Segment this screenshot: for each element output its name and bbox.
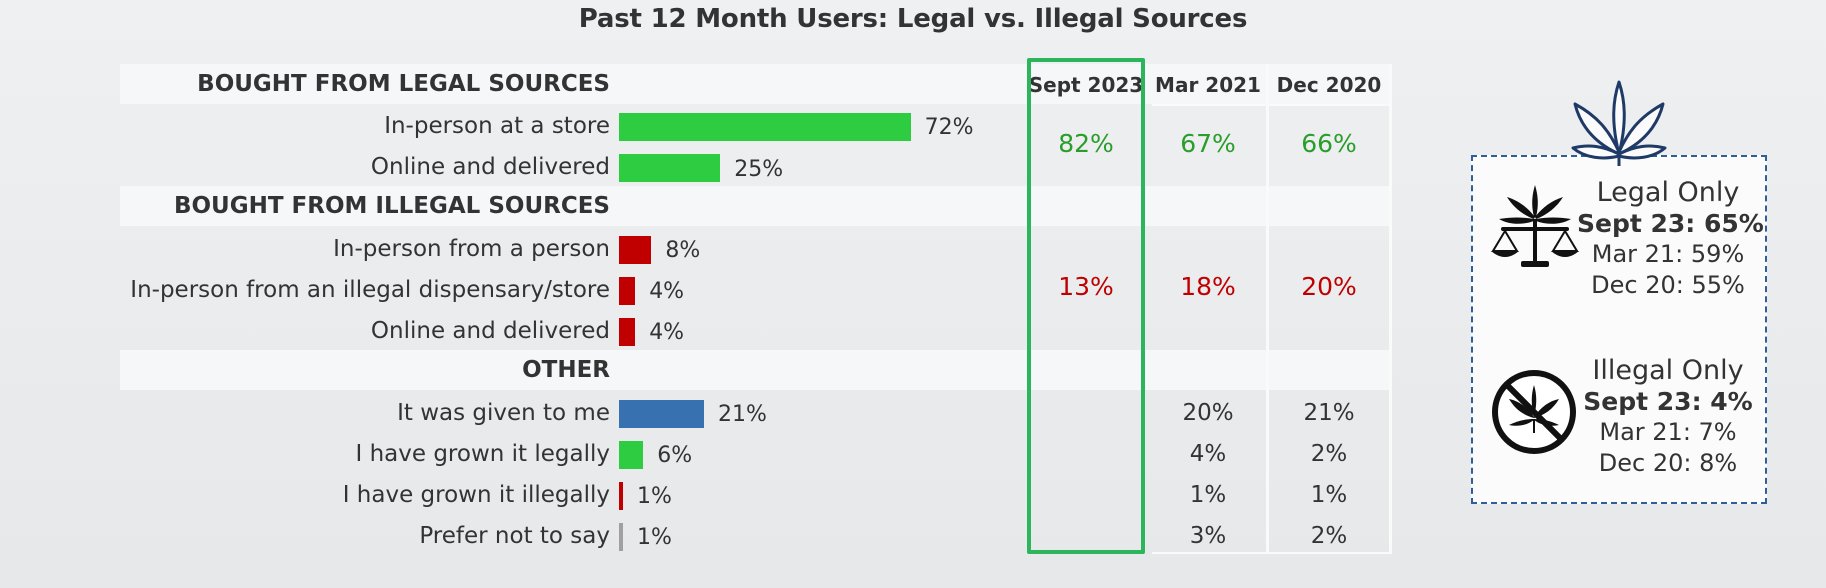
chart-title: Past 12 Month Users: Legal vs. Illegal S… <box>578 4 1248 34</box>
bar-value-label: 6% <box>657 443 693 468</box>
bar-value-label: 21% <box>718 402 767 427</box>
row-label: It was given to me <box>397 400 610 426</box>
row-label: In-person at a store <box>384 113 610 139</box>
bar-prefer-not-to-say <box>619 523 624 551</box>
column-divider <box>1266 64 1269 554</box>
bar-online-delivered-legal <box>619 154 721 182</box>
bar-value-label: 4% <box>649 320 685 345</box>
row-label: In-person from a person <box>333 236 610 262</box>
column-divider <box>1389 64 1392 554</box>
column-header-mar-2021: Mar 2021 <box>1155 73 1261 97</box>
trend-cell: 20% <box>1182 400 1234 426</box>
header-band-legal <box>120 64 1391 104</box>
trend-cell: 1% <box>1310 482 1348 508</box>
row-label: In-person from an illegal dispensary/sto… <box>130 277 610 303</box>
bar-given-to-me <box>619 400 705 428</box>
column-header-dec-2020: Dec 2020 <box>1276 73 1382 97</box>
legal-total-dec-2020: 66% <box>1301 129 1357 158</box>
trend-cell: 4% <box>1189 441 1227 467</box>
bar-in-person-store <box>619 113 911 141</box>
no-cannabis-icon <box>1492 370 1576 454</box>
bar-grown-illegally <box>619 482 624 510</box>
illegal-total-dec-2020: 20% <box>1301 272 1357 301</box>
row-divider <box>1152 552 1391 554</box>
bar-online-delivered-illegal <box>619 318 636 346</box>
cannabis-leaf-icon <box>1571 80 1667 166</box>
row-label: I have grown it illegally <box>342 482 610 508</box>
row-label: Prefer not to say <box>419 523 610 549</box>
bar-value-label: 8% <box>665 238 701 263</box>
row-divider <box>1152 104 1391 106</box>
illegal-only-title: Illegal Only <box>1592 355 1744 386</box>
current-column-highlight <box>1027 58 1145 554</box>
section-header-legal: BOUGHT FROM LEGAL SOURCES <box>197 71 610 97</box>
row-label: I have grown it legally <box>355 441 610 467</box>
header-band-illegal <box>120 186 1391 226</box>
trend-cell: 2% <box>1310 523 1348 549</box>
trend-cell: 1% <box>1189 482 1227 508</box>
illegal-total-mar-2021: 18% <box>1180 272 1236 301</box>
legal-only-dec-20: Dec 20: 55% <box>1591 271 1745 299</box>
bar-in-person-person <box>619 236 652 264</box>
legal-only-title: Legal Only <box>1596 177 1740 208</box>
trend-cell: 21% <box>1303 400 1355 426</box>
bar-value-label: 25% <box>734 157 784 182</box>
legal-total-mar-2021: 67% <box>1180 129 1236 158</box>
illegal-only-dec-20: Dec 20: 8% <box>1598 449 1738 477</box>
bar-grown-legally <box>619 441 644 469</box>
legal-only-mar-21: Mar 21: 59% <box>1591 240 1745 268</box>
section-header-other: OTHER <box>522 357 610 383</box>
row-label: Online and delivered <box>370 318 610 344</box>
bar-value-label: 1% <box>637 484 672 509</box>
summary-legend-box: Legal Only Sept 23: 65% Mar 21: 59% Dec … <box>1471 155 1767 504</box>
bar-value-label: 72% <box>924 115 974 140</box>
illegal-only-mar-21: Mar 21: 7% <box>1599 418 1737 446</box>
column-header-sept-2023: Sept 2023 <box>1028 73 1144 97</box>
scales-leaf-icon <box>1491 185 1579 267</box>
bar-value-label: 1% <box>637 525 672 550</box>
illegal-total-sept-2023: 13% <box>1058 272 1114 301</box>
bar-value-label: 4% <box>649 279 685 304</box>
legal-total-sept-2023: 82% <box>1058 129 1114 158</box>
row-label: Online and delivered <box>370 154 610 180</box>
trend-cell: 3% <box>1189 523 1227 549</box>
legal-only-current: Sept 23: 65% <box>1577 209 1764 238</box>
header-band-other <box>120 350 1391 390</box>
bar-illegal-dispensary <box>619 277 636 305</box>
illegal-only-current: Sept 23: 4% <box>1583 387 1753 416</box>
trend-cell: 2% <box>1310 441 1348 467</box>
section-header-illegal: BOUGHT FROM ILLEGAL SOURCES <box>173 193 610 219</box>
